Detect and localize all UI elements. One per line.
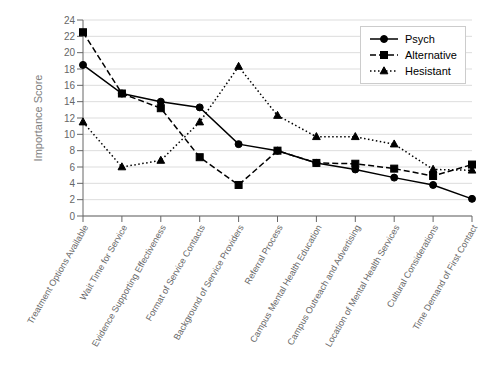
svg-text:18: 18 xyxy=(64,64,76,75)
svg-text:Referral Process: Referral Process xyxy=(243,223,285,286)
svg-text:Campus Outreach and Advertisin: Campus Outreach and Advertising xyxy=(285,223,362,347)
svg-text:Wait Time for Service: Wait Time for Service xyxy=(77,223,130,302)
svg-text:24: 24 xyxy=(64,15,76,26)
svg-text:Treatment Options Available: Treatment Options Available xyxy=(25,223,90,325)
svg-text:12: 12 xyxy=(64,113,76,124)
svg-text:Location of Mental Health Serv: Location of Mental Health Services xyxy=(323,223,401,349)
svg-text:4: 4 xyxy=(69,178,75,189)
html-text:Psych: Psych xyxy=(405,33,435,45)
svg-text:16: 16 xyxy=(64,80,76,91)
svg-text:22: 22 xyxy=(64,31,76,42)
svg-text:Time Demand of First Contact: Time Demand of First Contact xyxy=(411,223,480,332)
svg-text:14: 14 xyxy=(64,96,76,107)
svg-text:Background of Service Provider: Background of Service Providers xyxy=(172,223,246,342)
html-text:Hesistant: Hesistant xyxy=(405,65,451,77)
svg-text:20: 20 xyxy=(64,47,76,58)
svg-text:2: 2 xyxy=(69,194,75,205)
svg-text:Evidence Supporting Effectiven: Evidence Supporting Effectiveness xyxy=(90,223,168,349)
svg-text:6: 6 xyxy=(69,162,75,173)
svg-text:8: 8 xyxy=(69,145,75,156)
svg-text:Importance Score: Importance Score xyxy=(32,75,44,162)
svg-text:Format of Service Contacts: Format of Service Contacts xyxy=(143,223,207,323)
svg-text:10: 10 xyxy=(64,129,76,140)
svg-text:Campus Mental Health Education: Campus Mental Health Education xyxy=(248,223,324,344)
svg-text:Cultural Considerations: Cultural Considerations xyxy=(384,223,441,310)
svg-text:0: 0 xyxy=(69,211,75,222)
html-text:Alternative: Alternative xyxy=(405,49,457,61)
